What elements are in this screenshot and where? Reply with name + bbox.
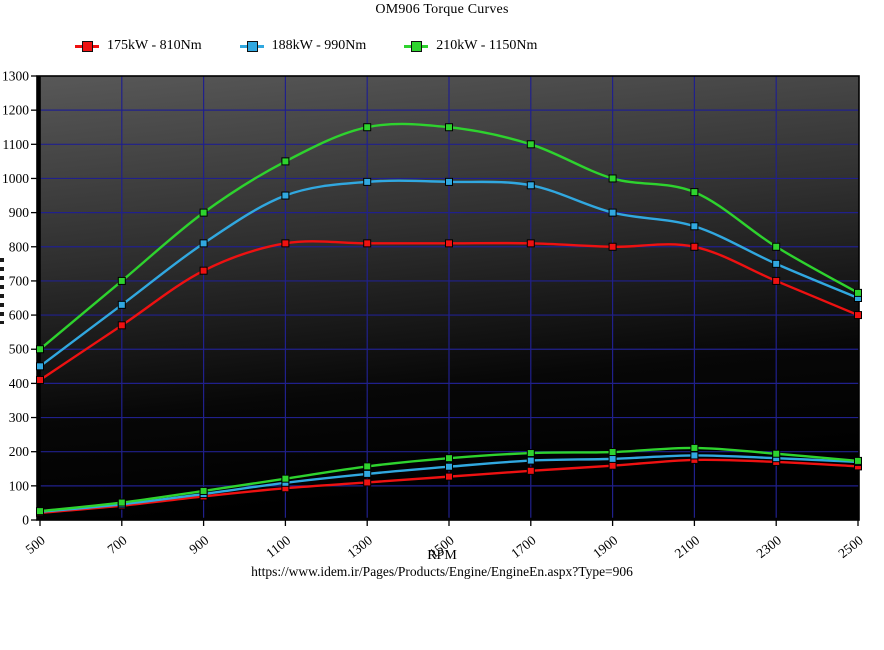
svg-text:800: 800 xyxy=(9,239,30,254)
svg-text:0: 0 xyxy=(22,513,29,528)
y-axis-title-clipped xyxy=(0,258,4,324)
chart-title: OM906 Torque Curves xyxy=(375,2,509,17)
svg-text:400: 400 xyxy=(9,376,30,391)
legend-label: 175kW - 810Nm xyxy=(107,38,202,53)
svg-text:500: 500 xyxy=(9,342,30,357)
legend: 175kW - 810Nm 188kW - 990Nm 210kW - 1150… xyxy=(75,38,537,54)
svg-text:200: 200 xyxy=(9,444,30,459)
svg-text:900: 900 xyxy=(9,205,30,220)
legend-marker-red-icon xyxy=(75,40,99,52)
legend-item-175kw: 175kW - 810Nm xyxy=(75,38,202,54)
svg-text:1100: 1100 xyxy=(3,137,30,152)
legend-marker-green-icon xyxy=(404,40,429,52)
svg-text:1200: 1200 xyxy=(2,103,29,118)
svg-text:700: 700 xyxy=(9,273,30,288)
svg-text:1000: 1000 xyxy=(2,171,29,186)
svg-text:600: 600 xyxy=(9,308,30,323)
legend-label: 188kW - 990Nm xyxy=(271,38,367,53)
legend-item-210kw: 210kW - 1150Nm xyxy=(404,38,537,54)
legend-item-188kw: 188kW - 990Nm xyxy=(239,38,367,54)
legend-label: 210kW - 1150Nm xyxy=(436,38,538,53)
source-url: https://www.idem.ir/Pages/Products/Engin… xyxy=(251,564,633,579)
x-axis-title: RPM xyxy=(427,548,457,563)
svg-text:300: 300 xyxy=(9,410,30,425)
svg-text:1300: 1300 xyxy=(2,69,29,84)
legend-marker-blue-icon xyxy=(239,40,264,52)
svg-text:100: 100 xyxy=(9,478,30,493)
